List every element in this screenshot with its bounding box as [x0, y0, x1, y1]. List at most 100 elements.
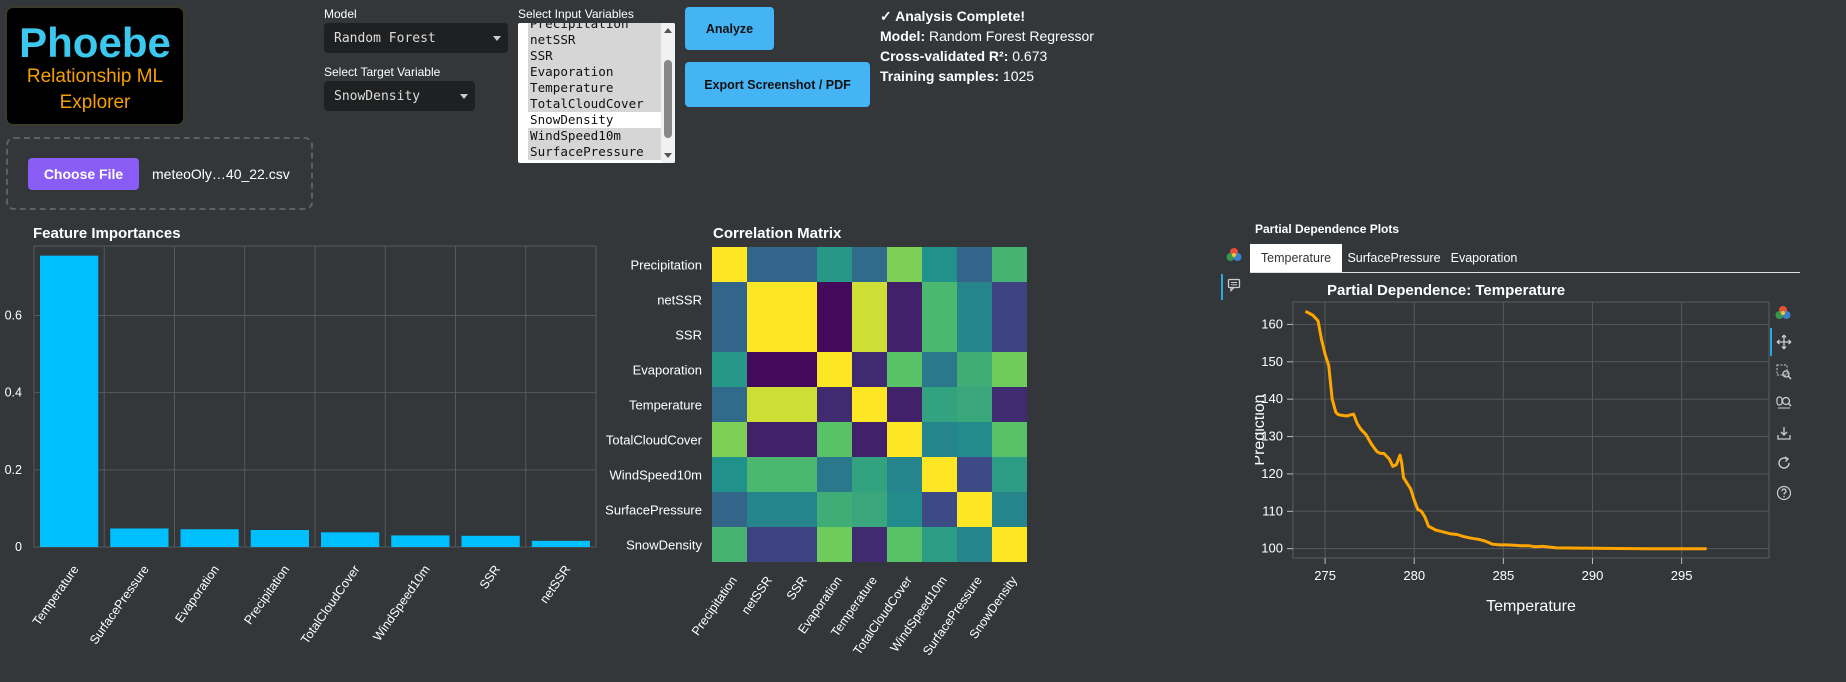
y-tick-label: 130 [1261, 429, 1283, 444]
row-label: Evaporation [633, 363, 702, 378]
column-label: Precipitation [689, 574, 740, 638]
heatmap-cell [922, 527, 957, 562]
x-tick-label: 275 [1314, 568, 1336, 583]
x-tick-label: 280 [1403, 568, 1425, 583]
save-icon[interactable] [1776, 425, 1794, 443]
heatmap-cell [957, 457, 992, 492]
heatmap-cell [992, 457, 1027, 492]
heatmap-cell [782, 247, 817, 282]
bokeh-logo-icon[interactable] [1774, 304, 1792, 322]
model-label: Model [324, 7, 357, 21]
heatmap-cell [817, 387, 852, 422]
x-tick-label: 290 [1582, 568, 1604, 583]
file-upload-zone[interactable]: Choose File meteoOly…40_22.csv [6, 137, 313, 210]
heatmap-cell [992, 422, 1027, 457]
heatmap-cell [992, 387, 1027, 422]
listbox-options: Precipitation netSSR SSR Evaporation Tempera… [528, 23, 668, 160]
model-select[interactable]: Random Forest [324, 23, 508, 53]
heatmap-cell [852, 387, 887, 422]
heatmap-cell [712, 317, 747, 352]
heatmap-cell [852, 527, 887, 562]
heatmap-cell [712, 527, 747, 562]
x-tick-label: SSR [477, 563, 503, 592]
tab-temperature[interactable]: Temperature [1250, 244, 1342, 272]
pdp-title: Partial Dependence Plots [1255, 222, 1400, 236]
pdp-chart-title: Partial Dependence: Temperature [1327, 282, 1565, 299]
heatmap-cell [817, 492, 852, 527]
chevron-down-icon [493, 36, 501, 41]
row-label: WindSpeed10m [610, 468, 703, 483]
y-tick-label: 120 [1261, 466, 1283, 481]
listbox-option[interactable]: TotalCloudCover [528, 96, 668, 112]
heatmap-cell [747, 317, 782, 352]
model-select-value: Random Forest [334, 30, 436, 46]
heatmap-cell [852, 352, 887, 387]
listbox-option[interactable]: Temperature [528, 80, 668, 96]
heatmap-cell [782, 422, 817, 457]
status-r2-label: Cross-validated R²: [880, 48, 1009, 64]
listbox-option[interactable]: SurfacePressure [528, 144, 668, 160]
heatmap-cell [922, 387, 957, 422]
target-select[interactable]: SnowDensity [324, 81, 475, 111]
scroll-up-icon[interactable] [664, 28, 672, 33]
y-tick-label: 0 [15, 540, 22, 554]
help-icon[interactable] [1776, 485, 1794, 503]
selected-file-name: meteoOly…40_22.csv [152, 166, 290, 182]
analysis-status: ✓ Analysis Complete! Model: Random Fores… [880, 6, 1094, 86]
bokeh-logo-icon[interactable] [1225, 246, 1243, 264]
export-button[interactable]: Export Screenshot / PDF [685, 62, 870, 107]
heatmap-cell [992, 352, 1027, 387]
pan-icon[interactable] [1776, 334, 1794, 352]
bar [180, 529, 239, 547]
analyze-button[interactable]: Analyze [685, 7, 774, 50]
x-tick-label: netSSR [537, 563, 573, 606]
heatmap-cell [782, 492, 817, 527]
row-label: netSSR [657, 293, 702, 308]
feature-importance-chart: 0 0.2 0.4 0.6 Temperature SurfacePressure Evap… [5, 245, 597, 647]
heatmap-cell [992, 282, 1027, 317]
input-variables-listbox[interactable]: Precipitation netSSR SSR Evaporation Tempera… [518, 23, 675, 163]
status-model-label: Model: [880, 28, 926, 44]
x-axis-label: Temperature [1486, 598, 1576, 615]
status-samples-label: Training samples: [880, 68, 1000, 84]
logo-subtitle-line2: Explorer [59, 92, 131, 113]
y-tick-label: 0.6 [5, 308, 22, 322]
listbox-scrollbar[interactable] [661, 23, 675, 163]
scroll-down-icon[interactable] [664, 153, 672, 158]
status-r2-value: 0.673 [1008, 48, 1048, 64]
heatmap-cell [817, 247, 852, 282]
listbox-option[interactable]: Evaporation [528, 64, 668, 80]
heatmap-cell [957, 422, 992, 457]
listbox-option[interactable]: netSSR [528, 32, 668, 48]
heatmap-cell [782, 352, 817, 387]
listbox-option[interactable]: WindSpeed10m [528, 128, 668, 144]
heatmap-cell [852, 247, 887, 282]
x-tick-label: 295 [1671, 568, 1693, 583]
heatmap-cell [817, 352, 852, 387]
reset-icon[interactable] [1776, 455, 1794, 473]
column-label: netSSR [739, 574, 775, 617]
tab-evaporation[interactable]: Evaporation [1450, 251, 1518, 265]
row-label: TotalCloudCover [606, 433, 703, 448]
heatmap-cell [887, 247, 922, 282]
heatmap-cell [712, 387, 747, 422]
tab-surfacepressure[interactable]: SurfacePressure [1347, 251, 1441, 265]
heatmap-cell [922, 422, 957, 457]
listbox-option[interactable]: Precipitation [528, 23, 668, 32]
y-tick-label: 0.4 [5, 386, 22, 400]
listbox-option[interactable]: SnowDensity [528, 112, 668, 128]
choose-file-button[interactable]: Choose File [28, 158, 139, 190]
comment-icon[interactable] [1227, 278, 1245, 296]
y-axis-label: Prediction [1255, 394, 1268, 465]
heatmap-cell [747, 282, 782, 317]
wheel-zoom-icon[interactable] [1776, 394, 1794, 412]
scroll-thumb[interactable] [664, 60, 672, 138]
inputs-label: Select Input Variables [518, 7, 634, 21]
correlation-matrix-title: Correlation Matrix [713, 225, 842, 242]
x-tick-label: Temperature [30, 563, 82, 629]
heatmap-cell [747, 457, 782, 492]
listbox-option[interactable]: SSR [528, 48, 668, 64]
box-zoom-icon[interactable] [1776, 364, 1794, 382]
heatmap-cell [957, 352, 992, 387]
heatmap-cell [922, 492, 957, 527]
